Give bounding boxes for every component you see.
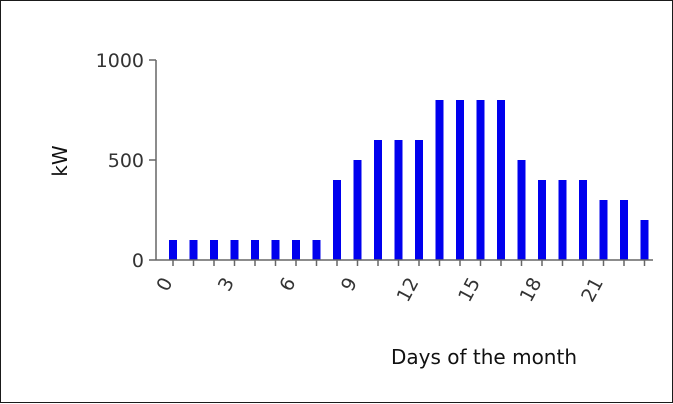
y-ticks-group: 0 500 1000 xyxy=(96,50,156,272)
x-tick-label: 9 xyxy=(337,274,362,295)
bar xyxy=(538,180,546,260)
bar xyxy=(374,140,382,260)
x-tick-label: 18 xyxy=(516,274,547,306)
bar xyxy=(620,200,628,260)
bar xyxy=(210,240,218,260)
x-tick-label: 3 xyxy=(214,274,239,295)
x-axis-label: Days of the month xyxy=(391,345,577,369)
bar xyxy=(251,240,259,260)
bar xyxy=(353,160,362,260)
bar xyxy=(599,200,608,260)
bar xyxy=(333,180,341,260)
bar xyxy=(456,100,464,260)
bar xyxy=(415,140,423,260)
x-tick-label: 15 xyxy=(454,274,485,306)
x-tick-label: 0 xyxy=(152,274,177,295)
bar xyxy=(292,240,300,260)
x-tick-label: 6 xyxy=(275,274,300,295)
bar xyxy=(517,160,526,260)
x-tick-label: 21 xyxy=(577,274,608,306)
bar xyxy=(169,240,177,260)
bar xyxy=(230,240,239,260)
y-tick-label: 1000 xyxy=(96,50,144,72)
bar xyxy=(435,100,444,260)
y-tick-label: 0 xyxy=(132,250,144,272)
bar xyxy=(640,220,649,260)
x-tick-label: 12 xyxy=(393,274,424,306)
bar xyxy=(476,100,485,260)
bars-group xyxy=(169,100,649,260)
y-tick-label: 500 xyxy=(108,150,144,172)
bar xyxy=(497,100,505,260)
bar xyxy=(312,240,321,260)
bar xyxy=(271,240,280,260)
y-axis-label: kW xyxy=(48,145,72,177)
bar xyxy=(579,180,587,260)
bar xyxy=(189,240,198,260)
bar xyxy=(558,180,567,260)
x-ticks-group: 0 3 6 9 12 15 18 21 xyxy=(152,260,646,306)
bar xyxy=(394,140,403,260)
